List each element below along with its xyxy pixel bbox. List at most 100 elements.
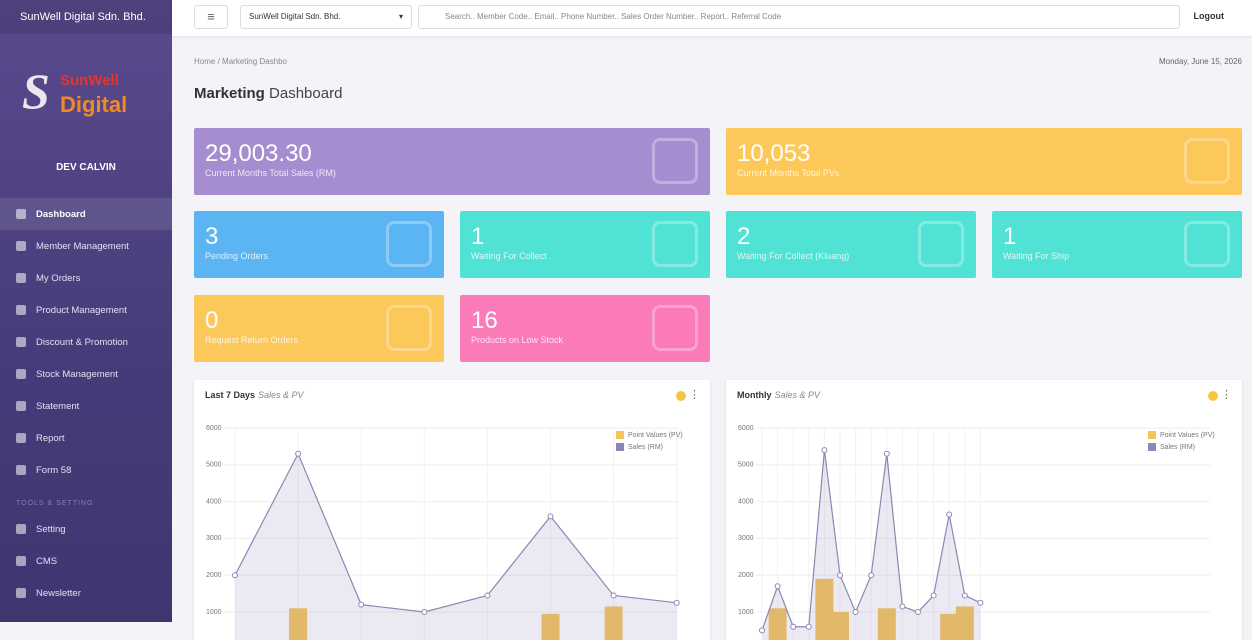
menu-item[interactable]: CMS [0,545,172,577]
menu-toggle[interactable]: ≡ [194,5,228,29]
stat-card: 10,053 Current Months Total PVs [726,128,1242,195]
point [673,599,680,606]
menu-icon [16,556,26,566]
status-dot [676,391,686,401]
logo-text: SunWell [60,72,119,89]
menu-label: Statement [36,400,80,412]
menu-item[interactable]: Product Management [0,294,172,326]
sidebar: SunWell Digital Sdn. Bhd. S SunWell Digi… [0,0,172,622]
search-input[interactable]: Search.. Member Code.. Email.. Phone Num… [418,5,1180,29]
logo-mark: S [22,63,50,119]
stat-icon [386,221,432,267]
stat-card: 16 Products on Low Stock [460,295,710,362]
logo: S SunWell Digital [22,62,152,122]
stat-value: 2 [737,223,751,250]
page-title: Marketing Dashboard [194,85,342,102]
menu-icon [16,337,26,347]
menu-icon [16,305,26,315]
chart: 1000 2000 3000 4000 5000 6000 Point Values (PV… [738,425,1215,640]
point [883,450,890,457]
stat-card: 29,003.30 Current Months Total Sales (RM) [194,128,710,195]
y-tick-label: 5000 [206,462,222,469]
y-tick-label: 3000 [738,535,754,542]
stat-card: 1 Waiting For Collect [460,211,710,278]
legend-label: Point Values (PV) [628,432,683,439]
menu: Dashboard Member Management My Orders Produ… [0,198,172,609]
stat-icon [1184,221,1230,267]
menu-item[interactable]: Stock Management [0,358,172,390]
point [295,450,302,457]
chart-title: Last 7 Days [205,390,256,400]
company-select[interactable]: SunWell Digital Sdn. Bhd. [240,5,412,29]
menu-icon [16,524,26,534]
stat-card: 0 Request Return Orders [194,295,444,362]
legend-label: Sales (RM) [628,444,663,451]
menu-icon [16,433,26,443]
point [610,592,617,599]
point [232,572,238,579]
menu-item[interactable]: Setting [0,513,172,545]
menu-item[interactable]: Dashboard [0,198,172,230]
stat-card: 1 Waiting For Ship [992,211,1242,278]
point [759,627,765,634]
breadcrumb: Home / Marketing Dashbo [194,57,287,66]
legend-swatch [616,443,624,451]
y-tick-label: 1000 [206,609,222,616]
y-tick-label: 3000 [206,535,222,542]
page: {"sidebar":{"brand":"SunWell Digital Sdn… [0,0,1252,622]
menu-icon [16,465,26,475]
breadcrumb-link[interactable]: Home [194,57,216,66]
kebab-menu[interactable]: ⋮ [1221,389,1232,401]
y-tick-label: 4000 [738,498,754,505]
menu-item[interactable]: Report [0,422,172,454]
stat-label: Waiting For Collect (Kluang) [737,251,850,261]
menu-item[interactable]: My Orders [0,262,172,294]
legend-swatch [616,431,624,439]
point [821,447,828,454]
chart-card: Last 7 Days Sales & PV ⋮ 1000 2000 3000 4000… [194,380,710,640]
stat-label: Waiting For Ship [1003,251,1070,261]
stat-icon [386,305,432,351]
menu-item[interactable]: Form 58 [0,454,172,486]
topbar: ≡ SunWell Digital Sdn. Bhd. Search.. Mem… [172,0,1252,36]
point [421,609,428,615]
point [852,609,859,615]
menu-item[interactable]: Member Management [0,230,172,262]
breadcrumb-separator: / [217,57,220,66]
stat-value: 10,053 [737,140,811,167]
stat-icon [652,138,698,184]
chart-subtitle: Sales & PV [258,390,304,400]
menu-icon [16,588,26,598]
y-tick-label: 4000 [206,498,222,505]
logout-button[interactable]: Logout [1193,11,1225,21]
stat-label: Request Return Orders [205,335,299,345]
point [930,592,937,599]
point [358,601,365,608]
menu-icon [16,241,26,251]
status-dot [1208,391,1218,401]
area [235,453,677,640]
line [234,452,677,613]
menu-item[interactable]: Newsletter [0,577,172,609]
area [762,450,981,640]
stat-value: 1 [471,223,485,250]
menu-item[interactable]: Statement [0,390,172,422]
stat-icon [918,221,964,267]
chart-card: Monthly Sales & PV ⋮ 1000 2000 3000 4000 5000… [726,380,1242,640]
stat-icon [1184,138,1230,184]
legend-label: Point Values (PV) [1160,432,1215,439]
stat-icon [652,221,698,267]
kebab-menu[interactable]: ⋮ [689,389,700,401]
y-tick-label: 2000 [738,572,754,579]
point [868,572,875,579]
stat-label: Pending Orders [205,251,269,261]
menu-label: My Orders [36,272,81,284]
menu-item[interactable]: Discount & Promotion [0,326,172,358]
stat-value: 16 [471,307,498,334]
menu-section: TOOLS & SETTING [16,500,94,507]
point [977,599,984,606]
point [805,623,812,630]
point [946,511,953,518]
menu-label: Form 58 [36,464,72,476]
legend-label: Sales (RM) [1160,444,1195,451]
